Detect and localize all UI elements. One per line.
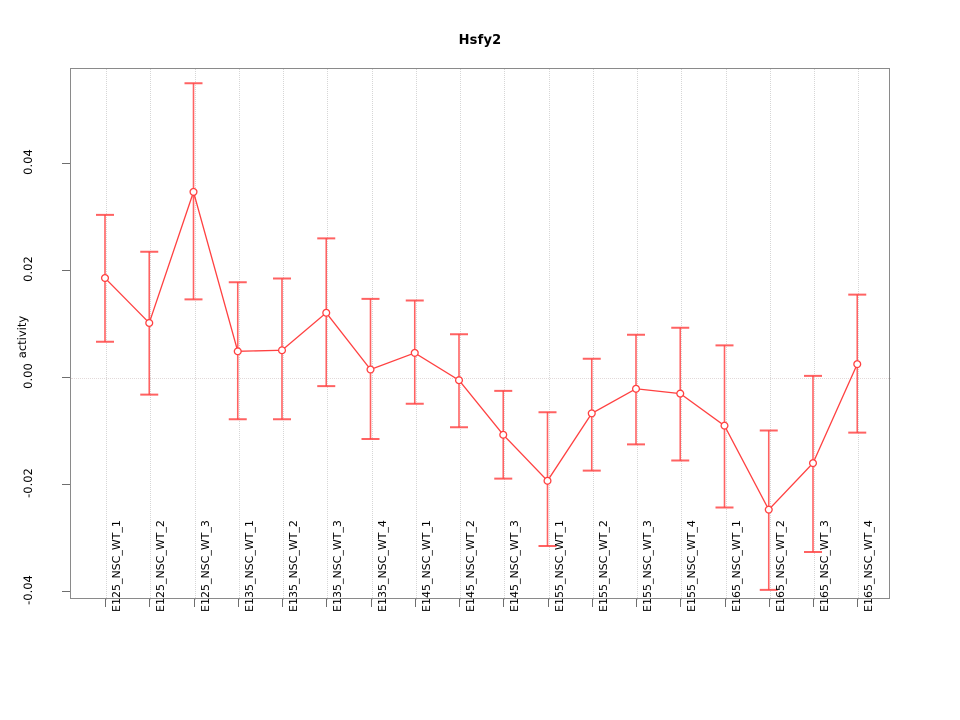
x-axis-tick	[768, 599, 770, 607]
category-gridline	[106, 69, 107, 600]
category-gridline	[283, 69, 284, 600]
x-axis-tick	[813, 599, 814, 607]
x-axis-tick-label: E165_NSC_WT_4	[862, 520, 876, 612]
category-gridline	[150, 69, 152, 600]
category-gridline	[769, 69, 771, 600]
x-axis-tick	[680, 599, 682, 607]
category-gridline	[371, 69, 373, 600]
category-gridline	[725, 69, 727, 600]
page-title: Hsfy2	[458, 33, 502, 48]
x-axis-tick	[857, 599, 859, 607]
x-axis-tick	[326, 599, 328, 607]
plot-frame	[70, 68, 891, 600]
y-axis-tick-label: 0.00	[21, 363, 35, 389]
x-axis-tick	[193, 599, 195, 607]
x-axis-tick-label: E135_NSC_WT_2	[287, 520, 300, 612]
y-axis-tick	[62, 163, 70, 164]
x-axis-tick	[105, 599, 106, 607]
x-axis-tick-label: E135_NSC_WT_4	[375, 520, 389, 612]
x-axis-tick-label: E145_NSC_WT_3	[508, 520, 522, 612]
category-gridline	[814, 69, 815, 600]
x-axis-tick-label: E145_NSC_WT_2	[464, 520, 477, 612]
y-axis-tick-label: -0.04	[21, 575, 35, 605]
category-gridline	[504, 69, 506, 600]
x-axis-tick-label: E155_NSC_WT_2	[596, 520, 610, 612]
x-axis-tick-label: E135_NSC_WT_1	[242, 520, 256, 612]
category-gridline	[415, 69, 417, 600]
y-axis-tick-label: 0.02	[21, 256, 35, 282]
x-axis-tick-label: E155_NSC_WT_4	[685, 520, 699, 612]
x-axis-tick	[149, 599, 151, 607]
category-gridline	[327, 69, 329, 600]
x-axis-tick	[414, 599, 416, 607]
x-axis-tick	[636, 599, 637, 607]
x-axis-tick	[370, 599, 372, 607]
x-axis-tick-label: E125_NSC_WT_3	[198, 520, 212, 612]
x-axis-tick-label: E155_NSC_WT_3	[641, 520, 654, 612]
x-axis-tick-label: E125_NSC_WT_1	[110, 520, 123, 612]
category-gridline	[592, 69, 594, 600]
x-axis-tick-label: E165_NSC_WT_2	[773, 520, 787, 612]
x-axis-tick-label: E145_NSC_WT_1	[419, 520, 433, 612]
category-gridline	[238, 69, 240, 600]
category-gridline	[858, 69, 860, 600]
x-axis-tick-label: E125_NSC_WT_2	[154, 520, 168, 612]
x-axis-tick	[591, 599, 593, 607]
x-axis-tick-label: E135_NSC_WT_3	[331, 520, 345, 612]
y-axis-tick	[62, 484, 70, 485]
x-axis-tick-label: E165_NSC_WT_3	[818, 520, 831, 612]
x-axis-tick	[237, 599, 239, 607]
x-axis-tick-label: E165_NSC_WT_1	[729, 520, 743, 612]
category-gridline	[548, 69, 550, 600]
x-axis-tick-label: E155_NSC_WT_1	[552, 520, 566, 612]
x-axis-tick	[282, 599, 283, 607]
y-axis-tick	[62, 377, 70, 378]
y-axis-tick	[62, 270, 70, 271]
y-axis-tick-label: 0.04	[21, 149, 35, 175]
category-gridline	[681, 69, 683, 600]
x-axis-tick	[503, 599, 505, 607]
category-gridline	[637, 69, 638, 600]
y-axis-tick-label: -0.02	[21, 468, 35, 498]
x-axis-tick	[724, 599, 726, 607]
x-axis-tick	[459, 599, 460, 607]
category-gridline	[460, 69, 461, 600]
x-axis-tick	[547, 599, 549, 607]
y-axis-tick	[62, 591, 70, 592]
category-gridline	[194, 69, 196, 600]
